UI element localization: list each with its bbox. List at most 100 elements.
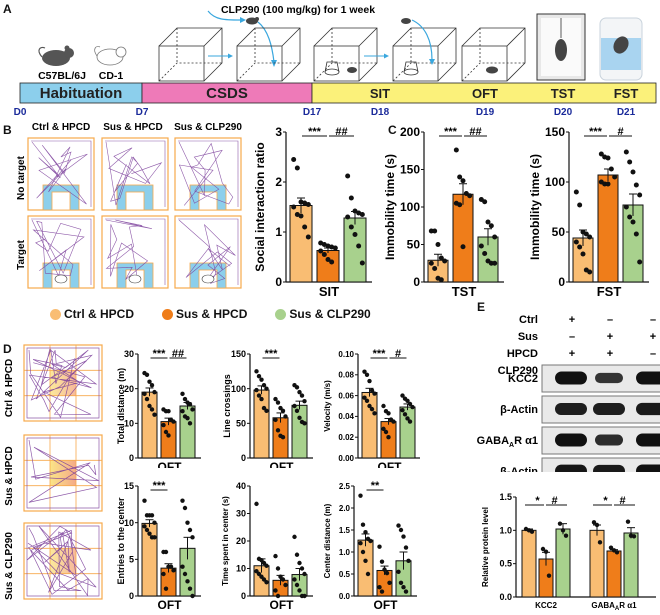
- condition-value: +: [607, 348, 613, 360]
- y-tick-label: 5: [129, 554, 134, 564]
- data-point: [457, 174, 463, 180]
- data-point: [403, 545, 409, 550]
- bar: [179, 405, 196, 459]
- data-point: [605, 181, 611, 187]
- y-tick-label: 0.5: [339, 570, 351, 579]
- data-point: [428, 260, 434, 266]
- data-point: [580, 251, 586, 257]
- data-point: [163, 429, 169, 435]
- data-point: [460, 178, 466, 184]
- condition-value: –: [607, 314, 613, 326]
- data-point: [190, 535, 195, 540]
- data-point: [381, 426, 386, 432]
- y-tick-label: 0.02: [338, 433, 354, 442]
- data-point: [161, 571, 166, 577]
- experimental-timeline: CLP290 (100 mg/kg) for 1 week C57BL/6J C…: [14, 4, 657, 118]
- significance-label: ***: [373, 348, 387, 360]
- data-point: [482, 251, 488, 256]
- data-point: [275, 428, 281, 433]
- data-point: [367, 378, 372, 384]
- bar: [521, 529, 537, 598]
- data-point: [381, 403, 386, 409]
- data-point: [405, 398, 410, 403]
- c57-mouse-icon: [38, 45, 74, 66]
- data-point: [256, 373, 262, 379]
- data-point: [546, 573, 552, 578]
- data-point: [560, 528, 566, 533]
- data-point: [407, 401, 413, 407]
- treatment-label: CLP290 (100 mg/kg) for 1 week: [221, 4, 375, 16]
- arrow-head: [271, 60, 277, 67]
- data-point: [630, 169, 636, 175]
- blot-label: GABAAR α1: [477, 435, 538, 449]
- data-point: [400, 393, 405, 398]
- y-tick-label: 150: [400, 163, 420, 177]
- significance-label: ***: [153, 348, 167, 360]
- data-point: [362, 369, 367, 374]
- segment-label-oft: OFT: [472, 86, 498, 101]
- x-axis-title: TST: [452, 284, 477, 299]
- mouse-label-c57: C57BL/6J: [38, 70, 86, 82]
- bar: [589, 529, 605, 598]
- data-point: [185, 415, 190, 421]
- y-tick-label: 100: [545, 175, 565, 189]
- data-point: [147, 531, 152, 536]
- data-point: [358, 541, 363, 546]
- sit-mouse-drop-icon: [401, 18, 411, 24]
- day-label-d19: D19: [476, 107, 495, 118]
- data-point: [292, 403, 297, 409]
- arrow-head: [384, 53, 389, 59]
- sit-arena: [174, 137, 242, 211]
- y-tick-label: 1.0: [339, 548, 351, 557]
- sit-arena: [174, 215, 242, 289]
- data-point: [273, 588, 278, 593]
- y-tick-label: 0: [129, 591, 134, 601]
- row-label-no-target: No target: [16, 155, 27, 200]
- data-point: [529, 529, 535, 534]
- blot-band: [555, 371, 587, 385]
- target-cage: [51, 191, 71, 211]
- bar: [343, 217, 367, 283]
- blot-label: KCC2: [508, 373, 538, 385]
- y-axis-title: Social interaction ratio: [253, 142, 267, 271]
- blot-band: [636, 464, 660, 472]
- blot-band: [595, 372, 623, 384]
- row-label-ctrl: Ctrl & HPCD: [4, 359, 15, 417]
- data-point: [488, 223, 494, 229]
- data-point: [294, 552, 300, 557]
- target-mouse-icon: [54, 274, 68, 284]
- cd1-mouse-icon: [94, 46, 127, 66]
- track-path: [105, 140, 166, 207]
- legend-label-ctrl: Ctrl & HPCD: [64, 307, 135, 321]
- significance-label: ##: [469, 126, 481, 138]
- condition-value: +: [569, 348, 575, 360]
- data-point: [457, 202, 463, 208]
- data-point: [598, 151, 604, 157]
- center-distance-chart: 0.0 0.5 1.0 1.5 2.0 2.5 Center distance (m) OFT…: [323, 480, 417, 612]
- total-distance-chart: 0 10 20 30 Total distance (m) OFT *** ##: [116, 348, 201, 468]
- legend-label-clp: Sus & CLP290: [289, 307, 371, 321]
- blot-band: [636, 402, 660, 416]
- mouse-label-cd1: CD-1: [99, 70, 124, 82]
- data-point: [302, 398, 307, 404]
- y-tick-label: 30: [236, 509, 246, 519]
- y-tick-label: 0.04: [338, 412, 354, 421]
- data-point: [573, 239, 579, 245]
- y-tick-label: 40: [236, 481, 246, 491]
- legend-item-ctrl: Ctrl & HPCD: [50, 307, 134, 321]
- placement-arrow: [411, 19, 433, 61]
- y-axis-title: Immobility time (s): [383, 154, 397, 260]
- data-point: [543, 549, 549, 554]
- data-point: [583, 231, 589, 237]
- data-point: [573, 189, 579, 195]
- data-point: [369, 406, 375, 412]
- group-label: GABAAR α1: [591, 601, 637, 612]
- western-blot: Ctrl+––Sus–++HPCD++–CLP290––+KCC2β-Actin…: [477, 314, 660, 472]
- data-point: [294, 385, 300, 390]
- segment-label-csds: CSDS: [206, 85, 248, 102]
- data-point: [379, 559, 385, 564]
- y-tick-label: 0: [241, 453, 246, 463]
- bar: [452, 193, 474, 283]
- legend-swatch-clp: [275, 308, 287, 320]
- y-tick-label: 0.06: [338, 391, 354, 400]
